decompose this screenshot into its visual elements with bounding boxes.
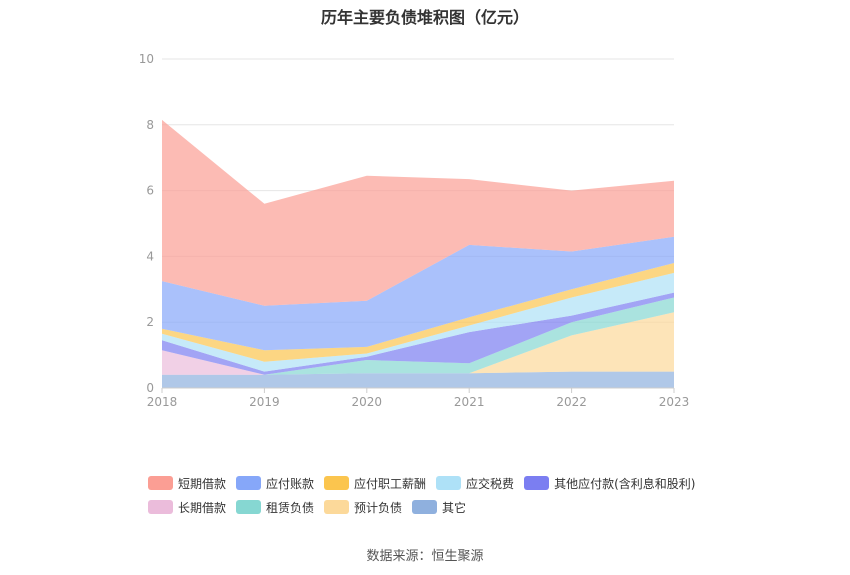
legend-label: 租赁负债 [266, 500, 315, 515]
legend-label: 其它 [442, 500, 467, 515]
area-series-8 [162, 119, 674, 306]
area-series-1 [162, 312, 674, 375]
x-tick-label: 2021 [454, 395, 485, 409]
legend-row: 长期借款 租赁负债 预计负债 其它 [148, 495, 748, 519]
chart-title: 历年主要负债堆积图（亿元） [320, 8, 529, 27]
legend-swatch [236, 476, 262, 490]
source-note: 数据来源：恒生聚源 [366, 549, 484, 564]
y-tick-label: 8 [146, 118, 154, 132]
legend-item[interactable]: 应交税费 [436, 475, 514, 492]
area-series-3 [162, 297, 674, 375]
y-tick-label: 10 [139, 52, 154, 66]
legend-row: 短期借款 应付账款 应付职工薪酬 应交税费 其他应付款(含利息和股利) [148, 471, 748, 495]
y-tick-label: 0 [146, 381, 154, 395]
legend-swatch [148, 476, 173, 490]
legend-label: 其他应付款(含利息和股利) [554, 476, 696, 491]
y-tick-label: 4 [146, 249, 154, 263]
area-series-4 [162, 292, 674, 375]
legend-label: 应付职工薪酬 [354, 476, 427, 491]
legend-item[interactable]: 预计负债 [324, 499, 402, 516]
legend-item[interactable]: 长期借款 [148, 499, 226, 516]
legend-label: 预计负债 [354, 500, 403, 515]
legend-item[interactable]: 短期借款 [148, 475, 226, 492]
legend-swatch [524, 476, 550, 490]
x-tick-label: 2022 [556, 395, 587, 409]
legend-item[interactable]: 其它 [412, 499, 466, 516]
legend-item[interactable]: 应付账款 [236, 475, 314, 492]
legend-swatch [412, 500, 438, 514]
y-tick-label: 2 [146, 315, 154, 329]
legend: 短期借款 应付账款 应付职工薪酬 应交税费 其他应付款(含利息和股利) 长期借款 租赁负债… [148, 471, 748, 519]
legend-swatch [148, 500, 173, 514]
y-tick-label: 6 [146, 184, 154, 198]
legend-swatch [236, 500, 262, 514]
area-layer [162, 119, 674, 388]
legend-item[interactable]: 租赁负债 [236, 499, 314, 516]
legend-swatch [324, 500, 350, 514]
legend-item[interactable]: 应付职工薪酬 [324, 475, 426, 492]
legend-item[interactable]: 其他应付款(含利息和股利) [524, 475, 695, 492]
legend-swatch [436, 476, 462, 490]
area-series-7 [162, 236, 674, 351]
axis-layer: 0 2 4 6 8 10 2018 2019 2020 2021 2022 2023 [139, 52, 690, 409]
legend-label: 短期借款 [178, 476, 227, 491]
x-tick-label: 2020 [352, 395, 383, 409]
x-tick-label: 2023 [659, 395, 690, 409]
x-tick-label: 2019 [249, 395, 280, 409]
legend-label: 应交税费 [466, 476, 515, 491]
area-series-0 [162, 371, 674, 388]
x-tick-label: 2018 [147, 395, 178, 409]
legend-label: 应付账款 [266, 476, 315, 491]
legend-label: 长期借款 [178, 500, 227, 515]
legend-swatch [324, 476, 350, 490]
